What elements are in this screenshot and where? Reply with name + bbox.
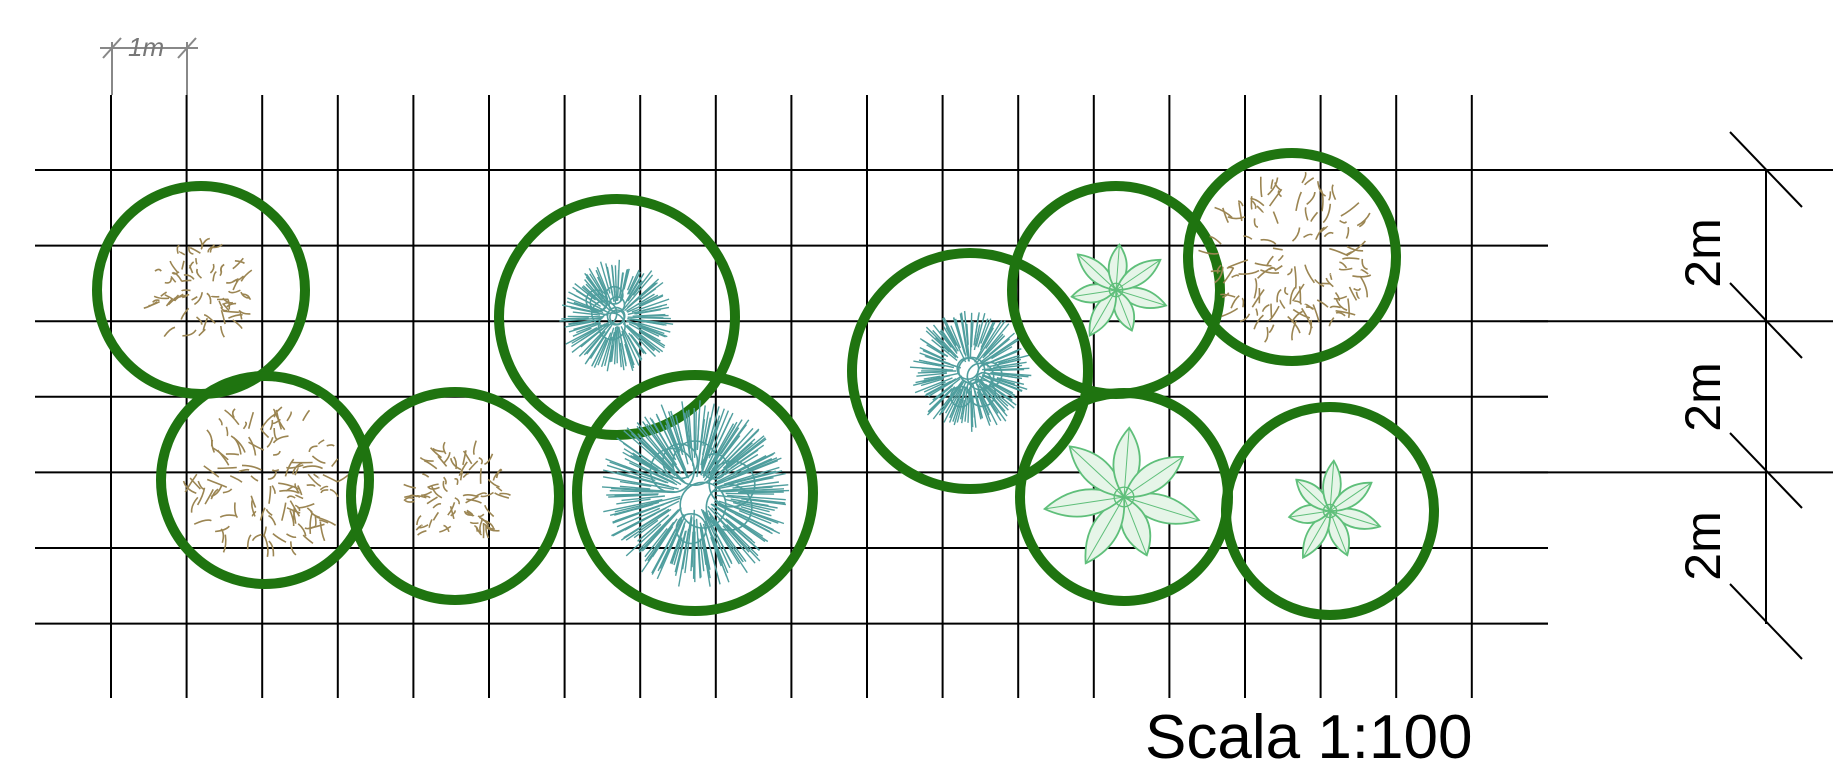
plant-teal-conifer xyxy=(572,370,818,616)
scale-label: Scala 1:100 xyxy=(1145,703,1472,772)
plant-brown-shrub xyxy=(156,371,374,589)
plant-green-leafy xyxy=(1015,388,1233,606)
unit-label: 1m xyxy=(128,32,164,62)
vertical-dimension: 2m 2m 2m xyxy=(1675,131,1803,660)
dimension-label-3: 2m xyxy=(1675,511,1731,580)
plants-layer xyxy=(92,148,1439,620)
canopy-ring xyxy=(847,248,1093,494)
plant-teal-conifer xyxy=(494,194,740,440)
canopy-ring xyxy=(92,181,310,399)
plant-brown-shrub xyxy=(92,181,310,399)
canopy-ring xyxy=(1221,402,1439,620)
grid xyxy=(35,95,1833,698)
dimension-label-2: 2m xyxy=(1675,362,1731,431)
canopy-ring xyxy=(572,370,818,616)
unit-dimension: 1m xyxy=(100,32,198,95)
canopy-ring xyxy=(494,194,740,440)
dimension-label-1: 2m xyxy=(1675,218,1731,287)
plant-green-leafy xyxy=(1221,402,1439,620)
plant-brown-shrub xyxy=(346,387,564,605)
plant-teal-conifer xyxy=(847,248,1093,494)
canopy-ring xyxy=(156,371,374,589)
canopy-ring xyxy=(1183,148,1401,366)
canopy-ring xyxy=(346,387,564,605)
plant-brown-shrub xyxy=(1183,148,1401,366)
